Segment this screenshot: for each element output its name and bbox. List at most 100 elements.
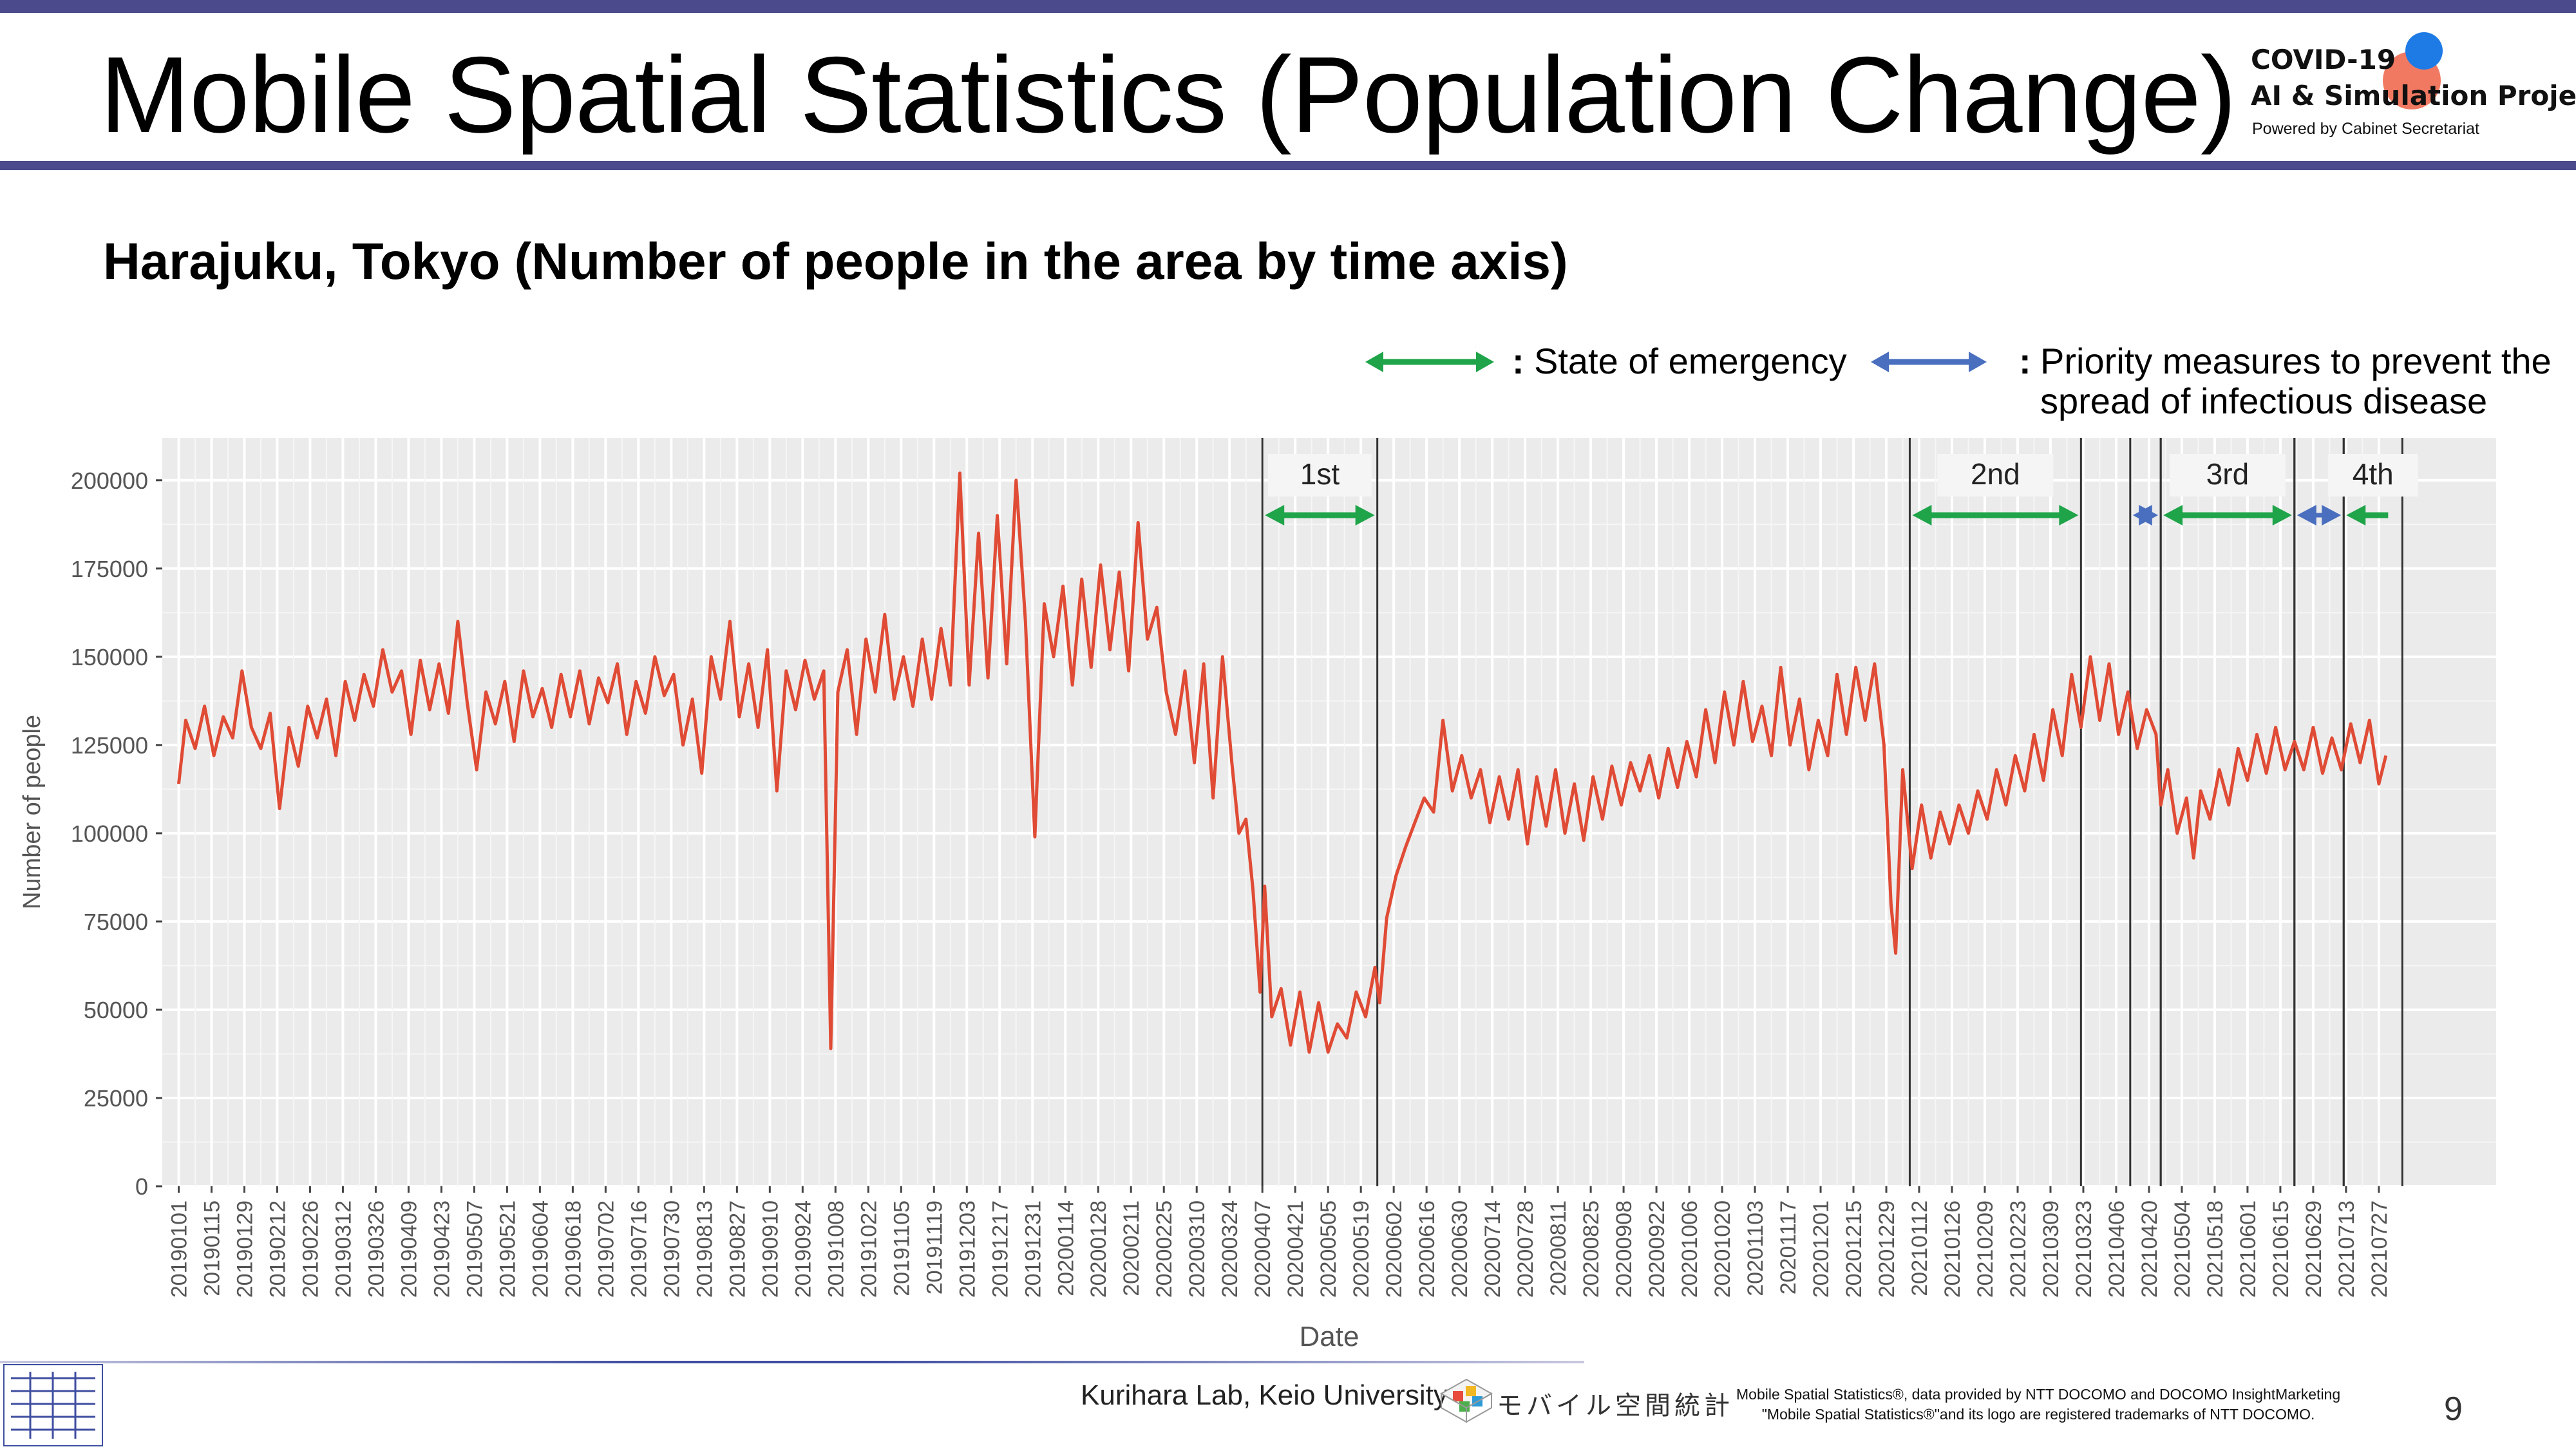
- covid-project-logo: COVID-19 AI & Simulation Project Powered…: [2251, 26, 2576, 155]
- x-tick-label: 20210209: [1973, 1200, 1998, 1298]
- period-label-box: [1937, 454, 2054, 497]
- footer-lab-name: Kurihara Lab, Keio University: [1081, 1379, 1448, 1411]
- x-tick-label: 20200602: [1382, 1200, 1406, 1298]
- x-tick-label: 20190423: [430, 1200, 454, 1298]
- title-underline-bar: [0, 161, 2576, 170]
- x-axis-title: Date: [1300, 1321, 1359, 1352]
- x-tick-label: 20200714: [1481, 1200, 1505, 1298]
- period-label: 2nd: [1971, 457, 2020, 491]
- y-tick-label: 50000: [84, 997, 148, 1023]
- x-tick-label: 20190910: [758, 1200, 782, 1298]
- y-axis-title: Number of people: [19, 715, 46, 909]
- priority-label-line-2: spread of infectious disease: [2040, 381, 2488, 421]
- x-tick-label: 20200825: [1579, 1200, 1604, 1298]
- top-accent-bar: [0, 0, 2576, 13]
- x-tick-label: 20201215: [1842, 1200, 1866, 1298]
- logo-line-1: COVID-19: [2251, 44, 2396, 75]
- x-tick-label: 20190730: [659, 1200, 684, 1298]
- x-tick-label: 20210112: [1908, 1200, 1932, 1296]
- keio-lab-logo-icon: [3, 1364, 103, 1446]
- x-tick-label: 20190604: [528, 1200, 553, 1298]
- period-label-box: [1268, 454, 1372, 497]
- x-tick-label: 20200728: [1513, 1200, 1538, 1298]
- period-label: 4th: [2353, 457, 2394, 491]
- chart-subtitle: Harajuku, Tokyo (Number of people in the…: [103, 232, 1568, 290]
- x-tick-label: 20200630: [1448, 1200, 1472, 1298]
- population-series-line: [177, 471, 2388, 1054]
- x-tick-label: 20190115: [200, 1200, 224, 1296]
- period-arrow-head-right: [1355, 505, 1375, 526]
- period-arrow-head-left: [2297, 505, 2316, 526]
- x-tick-label: 20210601: [2236, 1200, 2260, 1298]
- x-tick-label: 20191231: [1021, 1200, 1045, 1298]
- x-tick-label: 20201117: [1776, 1200, 1801, 1294]
- x-tick-label: 20210615: [2269, 1200, 2293, 1298]
- x-tick-label: 20191203: [955, 1200, 980, 1298]
- x-tick-label: 20210504: [2170, 1200, 2195, 1298]
- x-tick-label: 20190101: [167, 1200, 191, 1298]
- footer-divider: [0, 1361, 1584, 1363]
- x-tick-label: 20200407: [1251, 1200, 1275, 1298]
- copyright-line-2: "Mobile Spatial Statistics®"and its logo…: [1761, 1406, 2315, 1423]
- x-tick-label: 20201201: [1809, 1200, 1833, 1298]
- x-tick-label: 20190212: [265, 1200, 290, 1298]
- x-tick-label: 20200114: [1054, 1200, 1078, 1296]
- period-label: 3rd: [2206, 457, 2249, 491]
- y-tick-label: 0: [135, 1173, 148, 1200]
- copyright-line-1: Mobile Spatial Statistics®, data provide…: [1736, 1386, 2341, 1403]
- page-title: Mobile Spatial Statistics (Population Ch…: [100, 34, 2237, 155]
- x-tick-label: 20190716: [627, 1200, 651, 1298]
- logo-line-3: Powered by Cabinet Secretariat: [2252, 120, 2479, 138]
- x-tick-label: 20210713: [2334, 1200, 2359, 1298]
- x-tick-label: 20200128: [1086, 1200, 1111, 1298]
- priority-label-line-1: Priority measures to prevent the: [2040, 341, 2552, 381]
- priority-arrow-icon: [1871, 352, 1987, 372]
- x-tick-label: 20200324: [1218, 1200, 1242, 1298]
- period-label-box: [2169, 454, 2286, 497]
- y-tick-label: 100000: [71, 820, 148, 847]
- period-arrow-head-left: [1265, 505, 1285, 526]
- x-tick-label: 20190507: [462, 1200, 487, 1298]
- mobile-spatial-statistics-logo: モバイル空間統計: [1437, 1377, 1730, 1423]
- period-arrow-head-left: [2163, 505, 2183, 526]
- x-tick-label: 20200519: [1349, 1200, 1374, 1298]
- period-arrow-head-right: [2322, 505, 2342, 526]
- x-tick-label: 20190813: [692, 1200, 717, 1298]
- x-tick-label: 20200908: [1612, 1200, 1636, 1298]
- x-tick-label: 20191119: [922, 1200, 947, 1294]
- x-tick-label: 20190226: [298, 1200, 323, 1298]
- page-number: 9: [2444, 1390, 2463, 1428]
- period-label-box: [2327, 454, 2418, 497]
- cube-logo-icon: [1439, 1378, 1493, 1423]
- y-tick-label: 175000: [71, 556, 148, 582]
- x-tick-label: 20210727: [2367, 1200, 2392, 1298]
- x-tick-label: 20200505: [1316, 1200, 1341, 1298]
- y-tick-label: 75000: [84, 909, 148, 935]
- x-tick-label: 20200421: [1283, 1200, 1308, 1298]
- x-tick-label: 20201020: [1710, 1200, 1735, 1298]
- x-tick-label: 20210406: [2105, 1200, 2129, 1298]
- x-tick-label: 20210323: [2072, 1200, 2096, 1298]
- emergency-label: State of emergency: [1534, 341, 1847, 381]
- x-tick-label: 20200211: [1119, 1200, 1144, 1296]
- x-tick-label: 20210518: [2203, 1200, 2228, 1298]
- population-line-chart: 0 25000 50000 75000 100000 125000 150000 175000…: [19, 438, 2496, 1352]
- y-tick-label: 25000: [84, 1085, 148, 1112]
- y-tick-label: 150000: [71, 644, 148, 670]
- period-arrow-head-right: [2059, 505, 2079, 526]
- x-tick-label: 20191022: [857, 1200, 881, 1298]
- x-tick-label: 20190827: [725, 1200, 750, 1298]
- x-tick-label: 20191217: [988, 1200, 1012, 1298]
- x-tick-label: 20190129: [232, 1200, 257, 1298]
- x-tick-label: 20210420: [2137, 1200, 2162, 1298]
- x-tick-label: 20200310: [1185, 1200, 1209, 1298]
- x-tick-label: 20201229: [1875, 1200, 1899, 1298]
- emergency-arrow-icon: [1365, 352, 1494, 372]
- x-tick-label: 20201103: [1743, 1200, 1768, 1296]
- x-tick-label: 20210629: [2302, 1200, 2326, 1298]
- x-tick-label: 20190326: [364, 1200, 388, 1298]
- x-tick-label: 20190312: [331, 1200, 355, 1298]
- period-arrow-head-left: [2346, 505, 2366, 526]
- x-tick-label: 20190618: [561, 1200, 585, 1298]
- period-arrow-head-left: [1912, 505, 1932, 526]
